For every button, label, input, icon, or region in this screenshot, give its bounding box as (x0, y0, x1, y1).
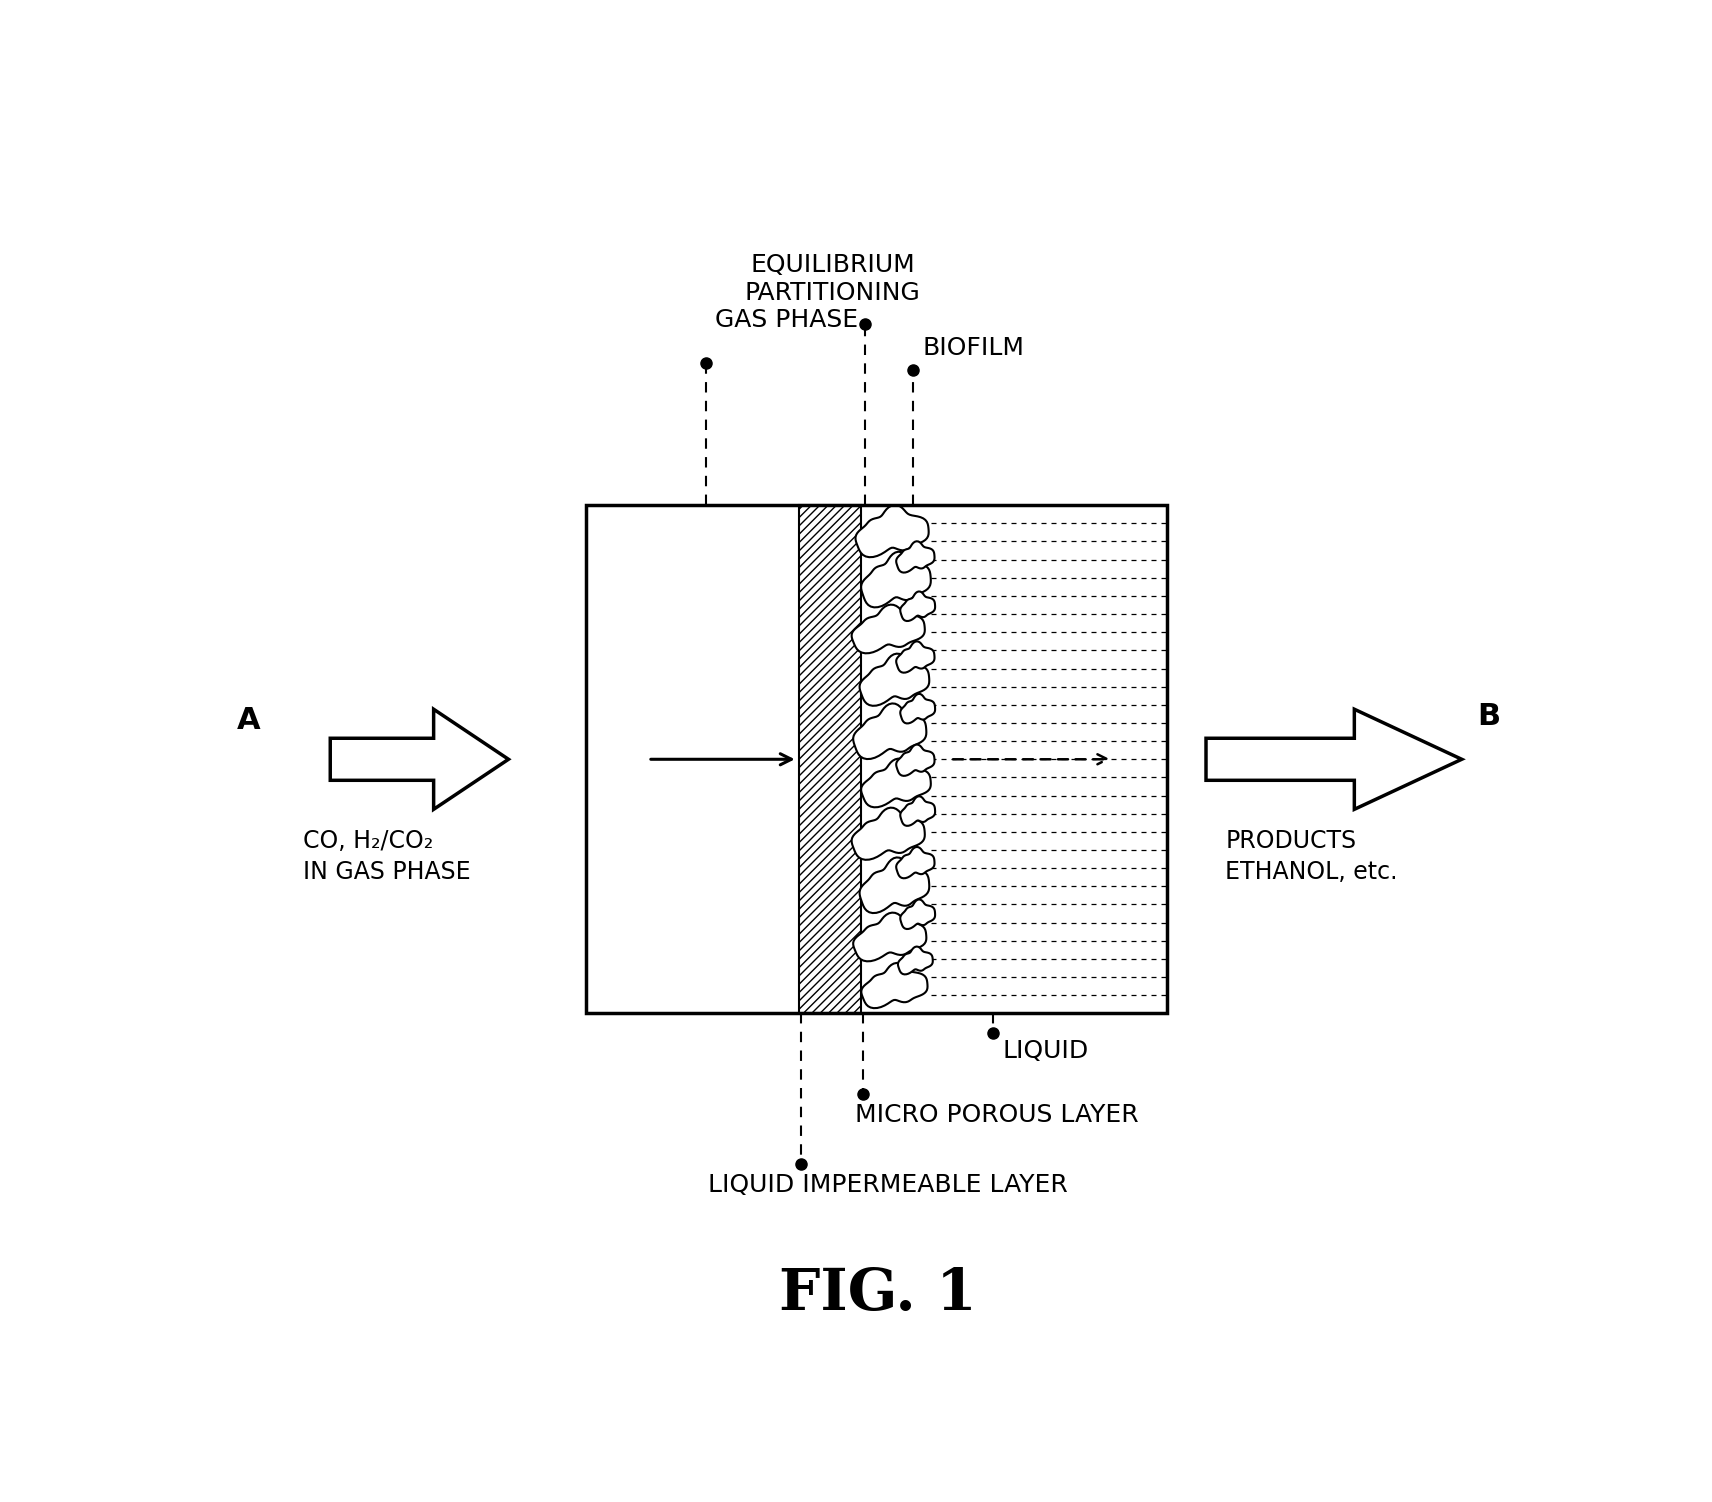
Polygon shape (851, 808, 924, 859)
Text: MICRO POROUS LAYER: MICRO POROUS LAYER (854, 1104, 1138, 1128)
Polygon shape (895, 745, 935, 777)
Bar (586, 505, 1168, 1014)
Polygon shape (861, 963, 928, 1008)
Text: BIOFILM: BIOFILM (923, 336, 1024, 360)
Text: FIG. 1: FIG. 1 (779, 1266, 976, 1322)
Polygon shape (859, 653, 930, 706)
Polygon shape (1205, 709, 1462, 810)
Text: PRODUCTS
ETHANOL, etc.: PRODUCTS ETHANOL, etc. (1226, 829, 1399, 885)
Polygon shape (895, 641, 935, 673)
Polygon shape (901, 592, 935, 620)
Bar (800, 505, 861, 1014)
Polygon shape (859, 858, 930, 913)
Text: GAS PHASE: GAS PHASE (716, 308, 858, 332)
Polygon shape (851, 605, 924, 653)
Polygon shape (861, 551, 931, 607)
Text: LIQUID IMPERMEABLE LAYER: LIQUID IMPERMEABLE LAYER (707, 1173, 1067, 1197)
Text: B: B (1477, 703, 1500, 731)
Text: EQUILIBRIUM
PARTITIONING: EQUILIBRIUM PARTITIONING (745, 254, 921, 305)
Text: CO, H₂/CO₂
IN GAS PHASE: CO, H₂/CO₂ IN GAS PHASE (303, 829, 471, 885)
Polygon shape (856, 505, 928, 557)
Polygon shape (853, 703, 926, 759)
Polygon shape (899, 946, 933, 975)
Polygon shape (901, 900, 935, 930)
Polygon shape (853, 913, 926, 961)
Text: A: A (236, 706, 260, 736)
Polygon shape (901, 796, 935, 826)
Polygon shape (901, 694, 935, 724)
Polygon shape (895, 541, 935, 572)
Bar (586, 505, 800, 1014)
Polygon shape (895, 847, 935, 879)
Polygon shape (861, 759, 931, 807)
Text: LIQUID: LIQUID (1002, 1039, 1089, 1063)
Polygon shape (330, 709, 508, 810)
